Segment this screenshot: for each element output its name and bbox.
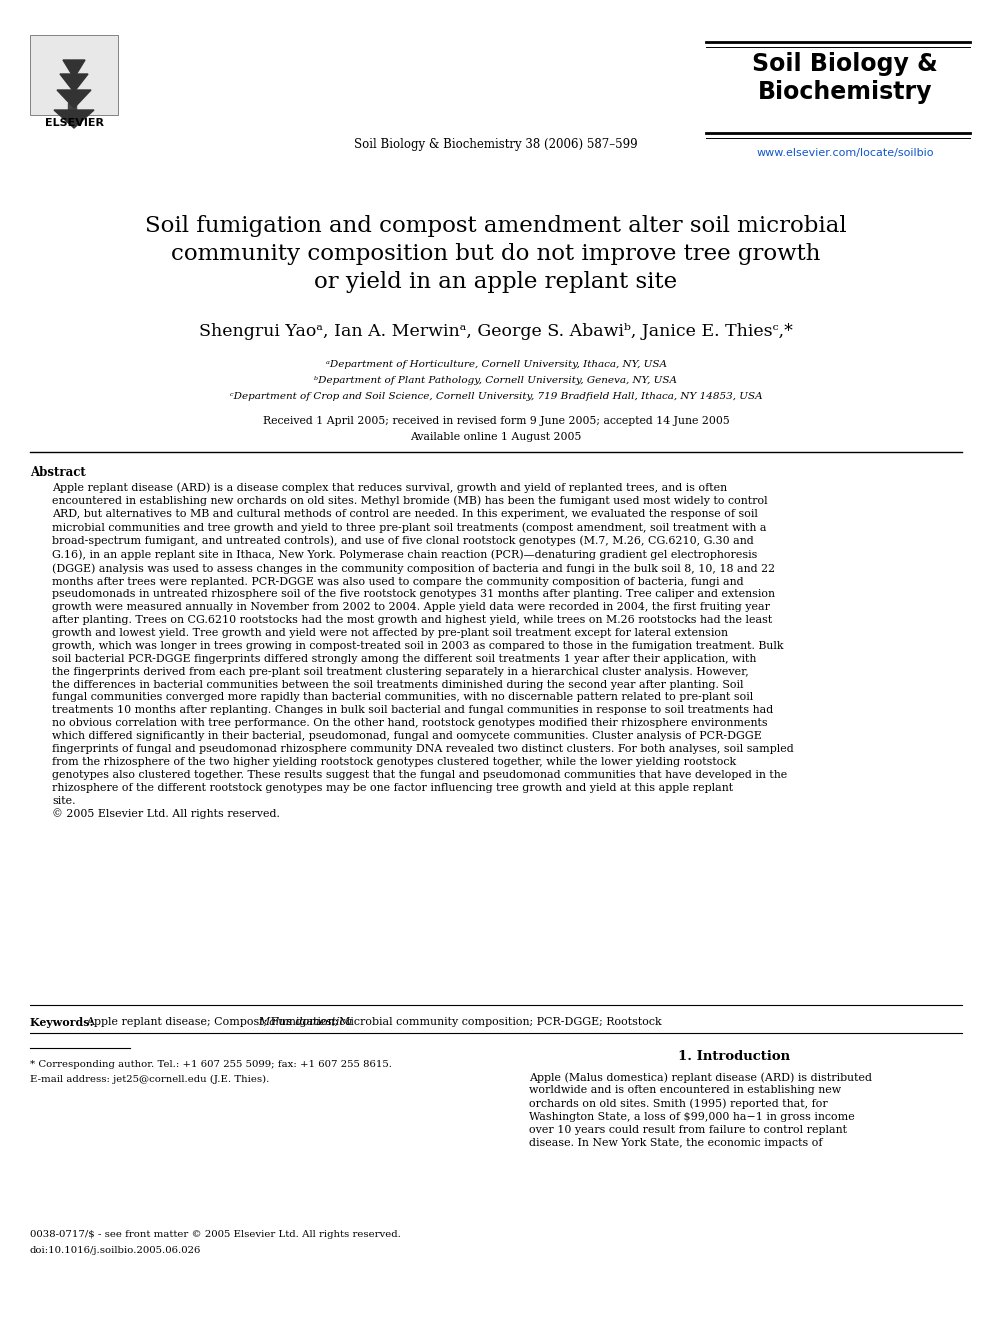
Polygon shape	[54, 110, 94, 128]
Text: ; Microbial community composition; PCR-DGGE; Rootstock: ; Microbial community composition; PCR-D…	[332, 1017, 662, 1027]
Text: ᵇDepartment of Plant Pathology, Cornell University, Geneva, NY, USA: ᵇDepartment of Plant Pathology, Cornell …	[314, 376, 678, 385]
Polygon shape	[63, 60, 85, 78]
Text: Malus domestica: Malus domestica	[258, 1017, 352, 1027]
Text: ELSEVIER: ELSEVIER	[45, 118, 103, 128]
Text: Soil fumigation and compost amendment alter soil microbial: Soil fumigation and compost amendment al…	[145, 216, 847, 237]
Text: 1. Introduction: 1. Introduction	[679, 1050, 791, 1062]
Text: Abstract: Abstract	[30, 466, 85, 479]
Text: or yield in an apple replant site: or yield in an apple replant site	[314, 271, 678, 292]
Text: Keywords:: Keywords:	[30, 1017, 97, 1028]
Bar	[68, 103, 76, 115]
Text: Available online 1 August 2005: Available online 1 August 2005	[411, 433, 581, 442]
Text: * Corresponding author. Tel.: +1 607 255 5099; fax: +1 607 255 8615.: * Corresponding author. Tel.: +1 607 255…	[30, 1060, 392, 1069]
Text: ᶜDepartment of Crop and Soil Science, Cornell University, 719 Bradfield Hall, It: ᶜDepartment of Crop and Soil Science, Co…	[230, 392, 762, 401]
Text: 0038-0717/$ - see front matter © 2005 Elsevier Ltd. All rights reserved.: 0038-0717/$ - see front matter © 2005 El…	[30, 1230, 401, 1240]
Text: doi:10.1016/j.soilbio.2005.06.026: doi:10.1016/j.soilbio.2005.06.026	[30, 1246, 201, 1256]
Text: Shengrui Yaoᵃ, Ian A. Merwinᵃ, George S. Abawiᵇ, Janice E. Thiesᶜ,*: Shengrui Yaoᵃ, Ian A. Merwinᵃ, George S.…	[199, 323, 793, 340]
Text: Apple replant disease (ARD) is a disease complex that reduces survival, growth a: Apple replant disease (ARD) is a disease…	[52, 482, 794, 819]
Text: Apple replant disease; Compost; Fumigation;: Apple replant disease; Compost; Fumigati…	[86, 1017, 342, 1027]
Text: Soil Biology &
Biochemistry: Soil Biology & Biochemistry	[752, 52, 937, 103]
Text: Apple (Malus domestica) replant disease (ARD) is distributed
worldwide and is of: Apple (Malus domestica) replant disease …	[529, 1072, 872, 1148]
Polygon shape	[60, 74, 88, 93]
Text: www.elsevier.com/locate/soilbio: www.elsevier.com/locate/soilbio	[756, 148, 933, 157]
Text: community composition but do not improve tree growth: community composition but do not improve…	[172, 243, 820, 265]
Text: ᵃDepartment of Horticulture, Cornell University, Ithaca, NY, USA: ᵃDepartment of Horticulture, Cornell Uni…	[325, 360, 667, 369]
Text: E-mail address: jet25@cornell.edu (J.E. Thies).: E-mail address: jet25@cornell.edu (J.E. …	[30, 1076, 270, 1084]
FancyBboxPatch shape	[30, 34, 118, 115]
Polygon shape	[57, 90, 91, 108]
Text: Received 1 April 2005; received in revised form 9 June 2005; accepted 14 June 20: Received 1 April 2005; received in revis…	[263, 415, 729, 426]
Text: Soil Biology & Biochemistry 38 (2006) 587–599: Soil Biology & Biochemistry 38 (2006) 58…	[354, 138, 638, 151]
